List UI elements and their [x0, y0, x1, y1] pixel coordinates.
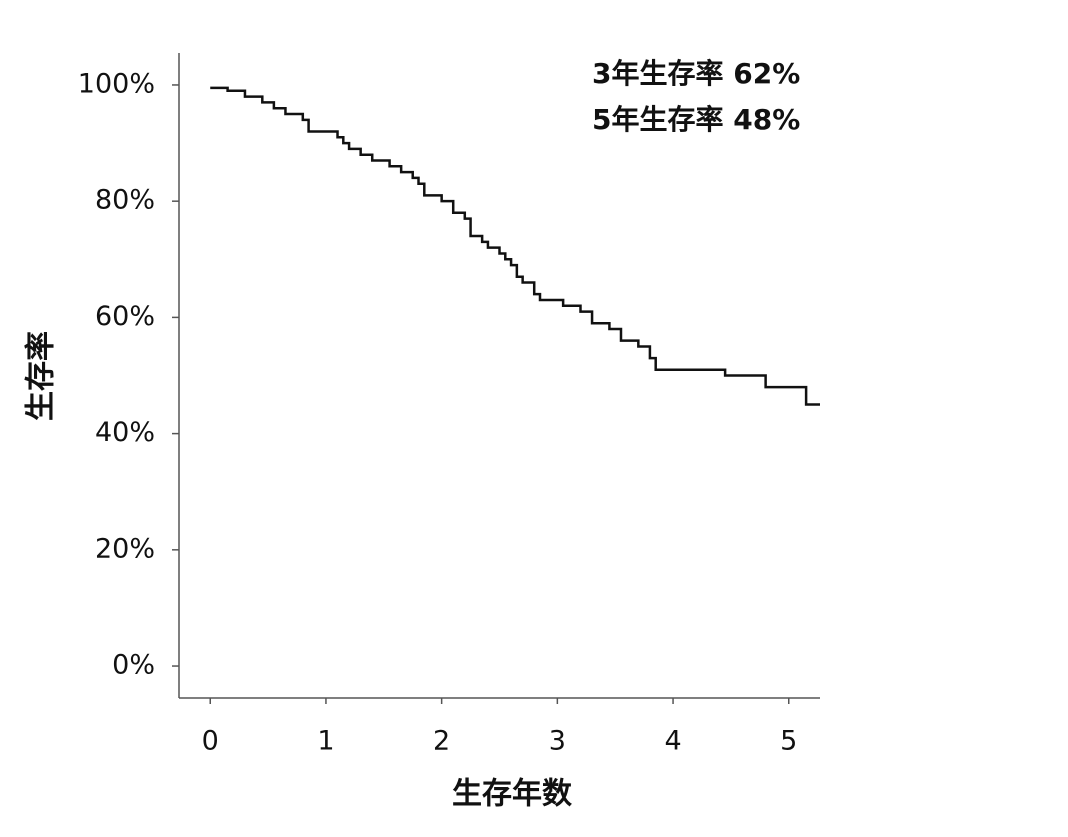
- x-tick-label: 2: [433, 726, 450, 757]
- x-tick-label: 5: [780, 726, 797, 757]
- x-tick-label: 1: [317, 726, 334, 757]
- x-tick-label: 4: [664, 726, 681, 757]
- x-tick-label: 3: [549, 726, 566, 757]
- annotation: 5年生存率 48%: [592, 103, 800, 136]
- y-tick-label: 100%: [78, 68, 155, 99]
- y-tick-label: 0%: [112, 650, 155, 681]
- y-tick-label: 60%: [95, 301, 155, 332]
- x-tick-label: 0: [202, 726, 219, 757]
- y-tick-label: 20%: [95, 533, 155, 564]
- y-tick-label: 80%: [95, 185, 155, 216]
- x-axis-label: 生存年数: [452, 777, 573, 812]
- y-tick-label: 40%: [95, 417, 155, 448]
- y-axis-label: 生存率: [24, 331, 59, 421]
- annotation: 3年生存率 62%: [592, 57, 800, 90]
- survival-curve: [210, 86, 820, 406]
